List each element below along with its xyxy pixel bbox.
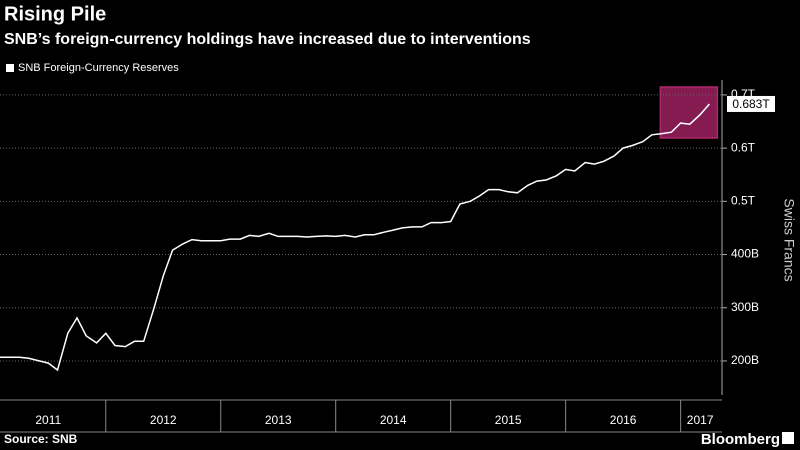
series-line: [0, 103, 710, 372]
chart-subtitle: SNB’s foreign-currency holdings have inc…: [4, 31, 531, 48]
y-axis-label: Swiss Francs: [781, 198, 797, 281]
chart-title: Rising Pile: [4, 3, 106, 25]
x-tick-label: 2014: [380, 413, 407, 427]
highlight-box: [659, 86, 719, 139]
annotation-label: 0.683T: [732, 97, 770, 111]
legend-swatch: [6, 64, 14, 72]
y-tick-label: 0.5T: [731, 194, 756, 208]
x-tick-label: 2017: [687, 413, 714, 427]
brand: Bloomberg: [701, 431, 780, 448]
legend-label: SNB Foreign-Currency Reserves: [18, 62, 179, 74]
x-tick-label: 2013: [265, 413, 292, 427]
y-tick-label: 300B: [731, 300, 759, 314]
y-tick-label: 200B: [731, 353, 759, 367]
y-tick-label: 400B: [731, 247, 759, 261]
y-tick-label: 0.6T: [731, 140, 756, 154]
x-tick-label: 2011: [35, 413, 61, 427]
x-tick-label: 2012: [150, 413, 177, 427]
x-tick-label: 2016: [610, 413, 637, 427]
source: Source: SNB: [4, 432, 78, 446]
annotation-box: [727, 95, 775, 112]
brand-logo: [782, 432, 794, 444]
x-tick-label: 2015: [495, 413, 522, 427]
